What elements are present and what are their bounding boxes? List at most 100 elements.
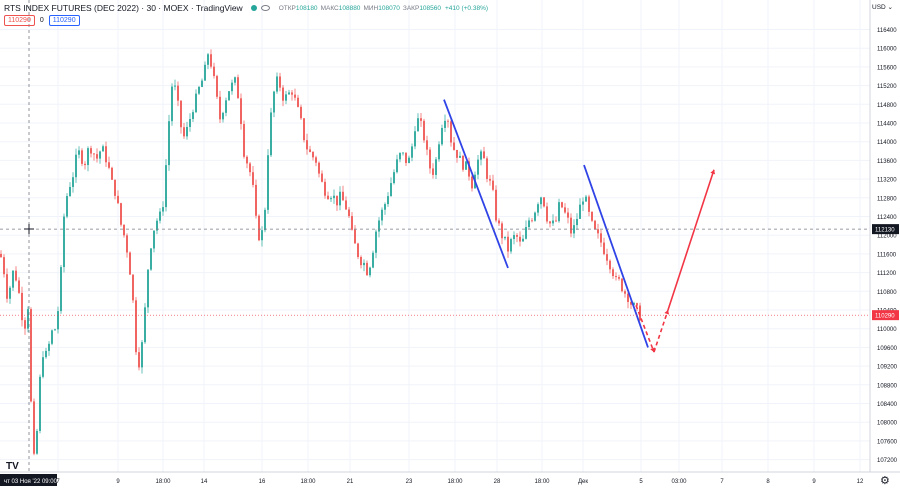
candlestick-series xyxy=(0,49,641,456)
candle-body xyxy=(198,86,200,94)
candle-body xyxy=(138,352,140,368)
candle-body xyxy=(297,97,299,107)
candle-body xyxy=(252,172,254,185)
candle-body xyxy=(93,153,95,155)
candle-body xyxy=(600,233,602,243)
candle-body xyxy=(570,217,572,234)
candle-body xyxy=(555,220,557,222)
candle-body xyxy=(273,91,275,113)
candle-body xyxy=(438,144,440,160)
candle-body xyxy=(348,209,350,217)
time-tick-label: 18:00 xyxy=(534,479,550,485)
candle-body xyxy=(579,204,581,219)
candle-body xyxy=(483,151,485,159)
candle-body xyxy=(429,149,431,169)
candle-body xyxy=(189,119,191,127)
high-value: 108880 xyxy=(338,4,361,12)
forecast-down-dashed[interactable] xyxy=(635,305,655,353)
candle-body xyxy=(84,163,86,166)
candle-body xyxy=(276,76,278,92)
crosshair-cursor-icon xyxy=(24,224,34,234)
candle-body xyxy=(387,196,389,205)
sell-price-button[interactable]: 110290 xyxy=(4,15,35,26)
price-tick-label: 112400 xyxy=(877,215,897,221)
tradingview-logo[interactable]: TV xyxy=(6,461,19,472)
candle-body xyxy=(225,100,227,113)
candle-body xyxy=(213,66,215,76)
price-tick-label: 108800 xyxy=(877,383,898,389)
candle-body xyxy=(282,87,284,101)
candle-body xyxy=(375,231,377,253)
candle-body xyxy=(480,151,482,160)
trend-line[interactable] xyxy=(583,164,649,348)
candle-body xyxy=(378,220,380,232)
price-tick-label: 110000 xyxy=(877,327,897,333)
candle-body xyxy=(345,200,347,210)
trend-line[interactable] xyxy=(443,99,509,269)
candle-body xyxy=(507,236,509,252)
price-tick-label: 115600 xyxy=(877,65,897,71)
forecast-up-dashed[interactable] xyxy=(653,309,669,353)
candle-body xyxy=(9,287,11,299)
candle-body xyxy=(351,216,353,230)
buy-price-button[interactable]: 110290 xyxy=(48,15,80,26)
candle-body xyxy=(222,112,224,120)
candle-body xyxy=(60,267,62,312)
price-tick-label: 112000 xyxy=(877,234,897,240)
candle-body xyxy=(114,179,116,196)
candle-body xyxy=(492,180,494,190)
time-tick-label: 23 xyxy=(406,479,413,485)
candle-body xyxy=(147,269,149,308)
candle-body xyxy=(426,140,428,150)
price-tick-label: 113200 xyxy=(877,178,897,184)
candle-body xyxy=(129,252,131,275)
candle-body xyxy=(264,209,266,231)
price-axis[interactable]: 116400 116000 115600 115200 114800 114400 1140… xyxy=(869,0,900,488)
candle-body xyxy=(408,157,410,164)
crosshair-time-label: чт 03 Ноя '22 09:00 xyxy=(4,479,58,485)
candle-body xyxy=(639,305,641,321)
candle-body xyxy=(216,75,218,97)
candle-body xyxy=(150,248,152,270)
candle-body xyxy=(576,218,578,226)
drawings-layer[interactable] xyxy=(443,99,716,353)
close-label: ЗАКР xyxy=(402,4,420,12)
candle-body xyxy=(123,224,125,236)
time-axis[interactable]: 7 9 18:00 14 16 18:00 21 23 18:00 28 18:00 Дек 5 03:0… xyxy=(0,471,900,486)
candle-body xyxy=(183,127,185,137)
candle-body xyxy=(165,165,167,208)
arrow-head-icon xyxy=(664,310,670,315)
candle-body xyxy=(201,80,203,87)
candle-body xyxy=(519,236,521,242)
visibility-eye-icon[interactable] xyxy=(260,5,270,11)
arrow-head-icon xyxy=(710,169,716,175)
low-label: МИН xyxy=(363,4,379,12)
candle-body xyxy=(585,196,587,202)
candle-body xyxy=(612,269,614,277)
candle-body xyxy=(78,150,80,155)
candle-body xyxy=(366,262,368,276)
candle-body xyxy=(534,212,536,221)
candle-body xyxy=(606,254,608,261)
candle-body xyxy=(279,76,281,88)
candle-body xyxy=(588,196,590,212)
candle-body xyxy=(540,197,542,205)
market-status-icon xyxy=(250,5,257,11)
price-tick-label: 107200 xyxy=(877,458,898,464)
candle-body xyxy=(270,112,272,156)
currency-selector[interactable]: USD ⌄ xyxy=(872,3,893,11)
symbol-title[interactable]: RTS INDEX FUTURES (DEC 2022) · 30 · MOEX… xyxy=(4,3,243,13)
candle-body xyxy=(291,92,293,95)
candle-body xyxy=(90,148,92,154)
price-tick-label: 112800 xyxy=(877,196,897,202)
candle-body xyxy=(552,220,554,224)
candle-body xyxy=(456,149,458,158)
candle-body xyxy=(306,140,308,150)
candle-body xyxy=(543,197,545,207)
candle-body xyxy=(30,309,32,402)
open-value: 108180 xyxy=(295,4,318,12)
gear-icon[interactable]: ⚙ xyxy=(880,475,890,487)
candle-body xyxy=(384,204,386,210)
forecast-up-line[interactable] xyxy=(667,169,715,311)
